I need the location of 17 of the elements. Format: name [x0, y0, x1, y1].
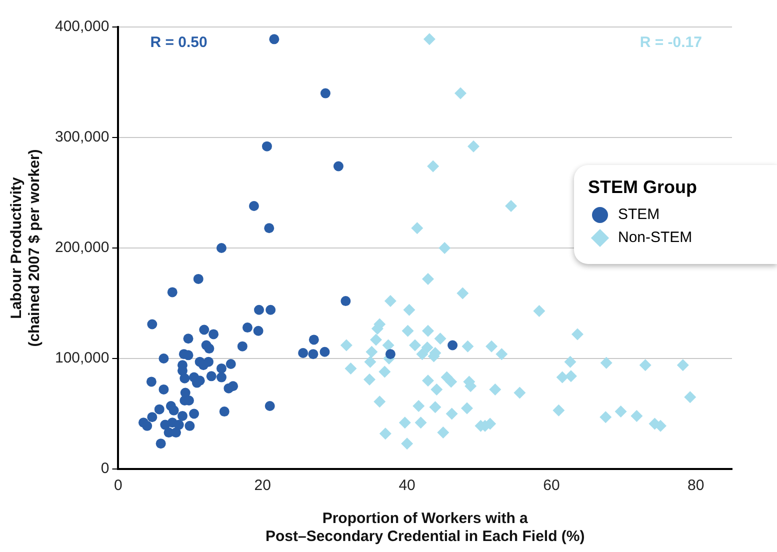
y-axis-title: Labour Productivity (chained 2007 $ per worker): [8, 149, 44, 347]
y-tick-label: 100,000: [54, 350, 110, 367]
y-tick-label: 400,000: [54, 18, 110, 36]
x-tick-label: 60: [543, 477, 560, 494]
x-tick-label: 80: [688, 477, 704, 494]
x-axis-title: Proportion of Workers with a Post–Secondary Credential in Each Field (%): [265, 510, 585, 546]
y-tick-label: 0: [100, 460, 110, 478]
y-tick-label: 300,000: [54, 128, 110, 146]
y-tick-label: 200,000: [54, 239, 110, 256]
x-tick-label: 20: [254, 477, 271, 494]
annotation: R = 0.50: [150, 34, 208, 52]
legend-label: STEM: [618, 206, 660, 223]
legend-title: STEM Group: [588, 177, 698, 198]
x-tick-label: 0: [114, 477, 122, 494]
x-tick-label: 40: [398, 477, 416, 494]
annotation: R = -0.17: [640, 34, 702, 52]
legend-label: Non-STEM: [618, 229, 692, 246]
